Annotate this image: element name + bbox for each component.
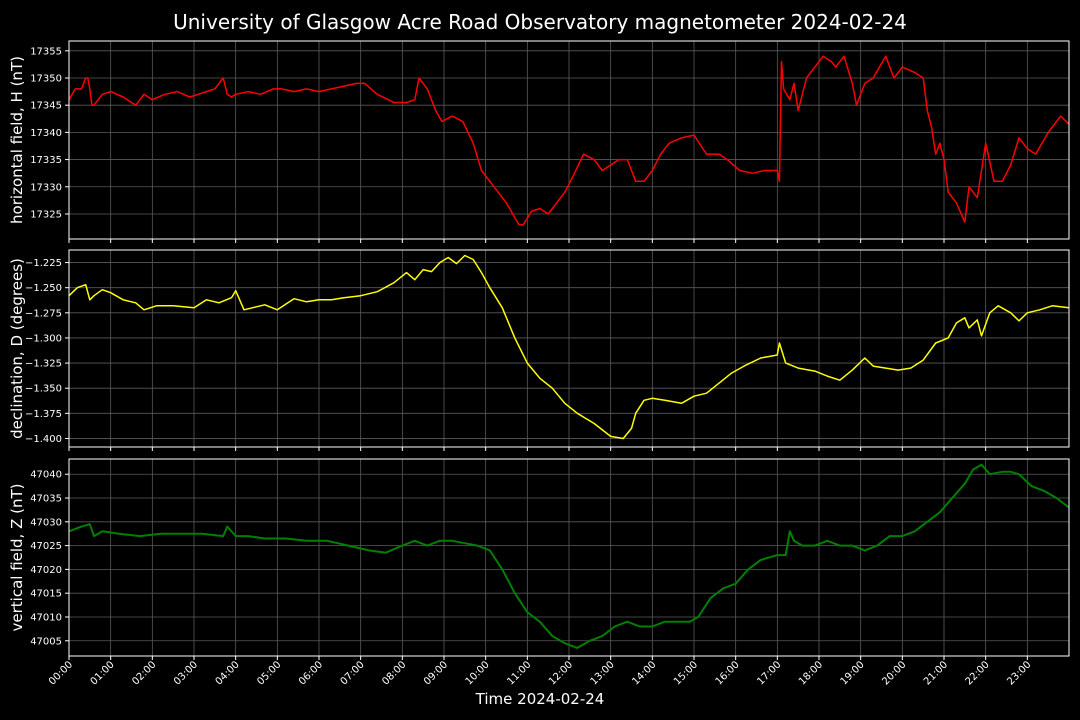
x-axis-label: Time 2024-02-24 [475, 690, 605, 708]
x-tick-label: 08:00 [380, 659, 408, 687]
x-tick-label: 13:00 [589, 659, 617, 687]
y-tick-label: −1.275 [25, 308, 62, 319]
data-series-line [68, 55, 1070, 226]
y-tick-label: 47005 [30, 636, 62, 647]
y-tick-label: 17335 [30, 155, 62, 166]
y-tick-label: −1.325 [25, 359, 62, 370]
y-tick-label: −1.250 [25, 283, 62, 294]
plot-frame [68, 458, 1070, 657]
x-tick-label: 19:00 [839, 659, 867, 687]
y-tick-label: 47030 [30, 517, 62, 528]
x-tick-label: 17:00 [755, 659, 783, 687]
x-tick-label: 21:00 [922, 659, 950, 687]
x-tick-label: 14:00 [630, 659, 658, 687]
x-tick-label: 09:00 [422, 659, 450, 687]
panel-2: −1.400 −1.375 −1.350 −1.325 −1.300 −1.275 −1.2… [8, 249, 1070, 451]
y-tick-label: −1.375 [25, 409, 62, 420]
panel-3: 47005 47010 47015 47020 47025 47030 47035 47040… [8, 458, 1070, 688]
x-tick-label: 00:00 [47, 659, 75, 687]
data-series-line [68, 463, 1070, 649]
x-tick-label: 20:00 [880, 659, 908, 687]
y-tick-label: 47040 [30, 470, 62, 481]
y-tick-label: 17345 [30, 101, 62, 112]
y-axis-label: horizontal field, H (nT) [8, 56, 26, 224]
y-tick-label: 17325 [30, 209, 62, 220]
y-tick-label: 47020 [30, 565, 62, 576]
y-tick-label: 17355 [30, 46, 62, 57]
plot-frame [68, 40, 1070, 240]
y-tick-label: 17350 [30, 73, 62, 84]
x-tick-label: 12:00 [547, 659, 575, 687]
y-tick-label: 47010 [30, 612, 62, 623]
x-tick-label: 15:00 [672, 659, 700, 687]
panel-1: 17325 17330 17335 17340 17345 17350 17355 horiz… [8, 40, 1070, 243]
y-tick-label: −1.400 [25, 434, 62, 445]
y-tick-label: 47025 [30, 541, 62, 552]
chart-title: University of Glasgow Acre Road Observat… [173, 10, 907, 34]
x-tick-label: 22:00 [964, 659, 992, 687]
x-tick-label: 18:00 [797, 659, 825, 687]
y-axis-label: declination, D (degrees) [8, 258, 26, 439]
x-tick-label: 16:00 [714, 659, 742, 687]
x-tick-label: 10:00 [464, 659, 492, 687]
x-tick-label: 11:00 [505, 659, 533, 687]
plot-frame [68, 249, 1070, 448]
y-tick-label: −1.300 [25, 333, 62, 344]
y-tick-label: −1.225 [25, 258, 62, 269]
x-tick-label: 02:00 [130, 659, 158, 687]
x-tick-label: 05:00 [255, 659, 283, 687]
x-tick-label: 01:00 [89, 659, 117, 687]
y-tick-label: 47015 [30, 589, 62, 600]
y-tick-label: 47035 [30, 494, 62, 505]
x-tick-label: 04:00 [214, 659, 242, 687]
y-tick-label: 17340 [30, 128, 62, 139]
x-tick-label: 23:00 [1005, 659, 1033, 687]
chart-panels: 17325 17330 17335 17340 17345 17350 17355 horiz… [8, 40, 1070, 688]
y-tick-label: −1.350 [25, 384, 62, 395]
y-tick-label: 17330 [30, 182, 62, 193]
data-series-line [68, 254, 1070, 440]
x-tick-label: 07:00 [339, 659, 367, 687]
y-axis-label: vertical field, Z (nT) [8, 483, 26, 631]
x-tick-label: 06:00 [297, 659, 325, 687]
x-tick-label: 03:00 [172, 659, 200, 687]
